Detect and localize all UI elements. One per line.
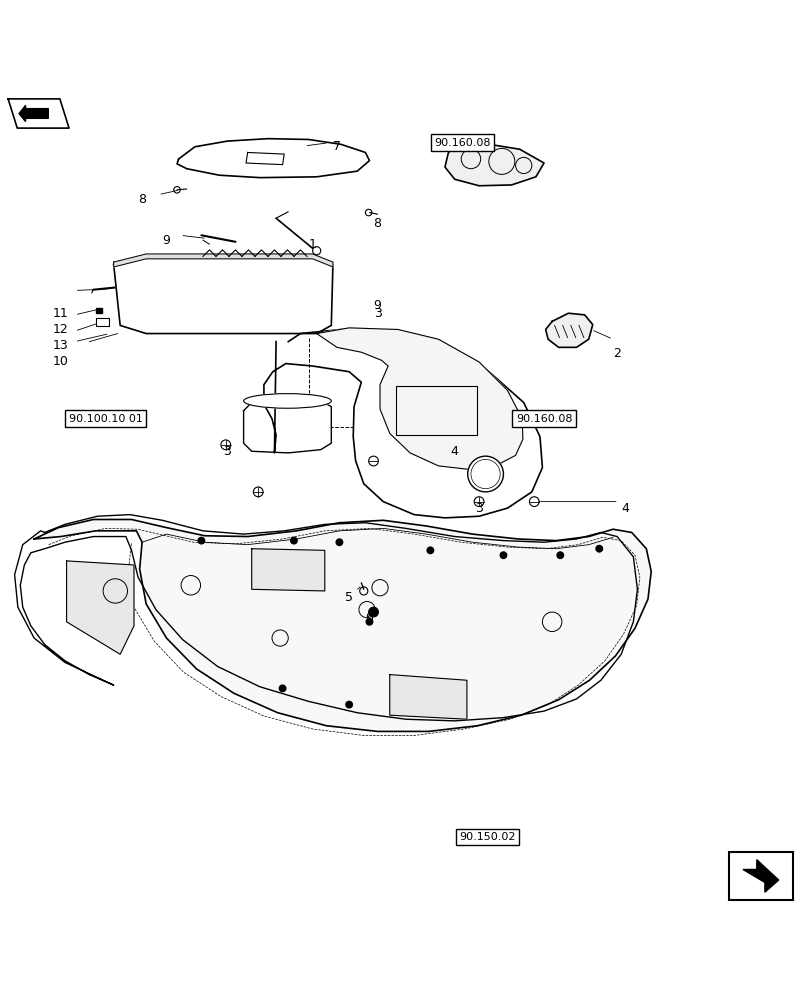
Text: 7: 7 bbox=[333, 140, 341, 153]
Text: 8: 8 bbox=[373, 217, 381, 230]
Bar bbox=[396, 386, 477, 435]
Text: 8: 8 bbox=[138, 193, 146, 206]
Polygon shape bbox=[316, 328, 522, 469]
Circle shape bbox=[290, 537, 297, 544]
Polygon shape bbox=[389, 675, 466, 719]
Text: 10: 10 bbox=[53, 355, 69, 368]
Bar bbox=[96, 318, 109, 326]
Circle shape bbox=[595, 545, 602, 552]
Text: 90.150.02: 90.150.02 bbox=[458, 832, 515, 842]
Text: 12: 12 bbox=[53, 323, 69, 336]
Text: 1: 1 bbox=[308, 238, 316, 251]
Polygon shape bbox=[251, 549, 324, 591]
Text: 11: 11 bbox=[53, 307, 69, 320]
Polygon shape bbox=[19, 105, 48, 122]
Polygon shape bbox=[177, 139, 369, 178]
Polygon shape bbox=[243, 398, 331, 453]
Text: 5: 5 bbox=[345, 591, 353, 604]
Text: 9: 9 bbox=[373, 299, 381, 312]
Text: 90.160.08: 90.160.08 bbox=[515, 414, 572, 424]
Circle shape bbox=[198, 537, 204, 544]
Polygon shape bbox=[15, 515, 637, 721]
Text: 3: 3 bbox=[223, 445, 231, 458]
Circle shape bbox=[279, 685, 285, 692]
Text: 13: 13 bbox=[53, 339, 69, 352]
Text: 4: 4 bbox=[620, 502, 629, 515]
Circle shape bbox=[366, 619, 372, 625]
Text: 3: 3 bbox=[373, 307, 381, 320]
Polygon shape bbox=[545, 313, 592, 347]
Circle shape bbox=[368, 607, 378, 617]
Circle shape bbox=[500, 552, 506, 558]
Ellipse shape bbox=[243, 394, 331, 408]
Text: 6: 6 bbox=[365, 611, 373, 624]
Text: 3: 3 bbox=[474, 502, 483, 515]
Polygon shape bbox=[8, 99, 69, 128]
Text: 2: 2 bbox=[612, 347, 620, 360]
Circle shape bbox=[427, 547, 433, 554]
Circle shape bbox=[556, 552, 563, 558]
Text: 4: 4 bbox=[450, 445, 458, 458]
Bar bbox=[728, 852, 792, 900]
Circle shape bbox=[336, 539, 342, 545]
Polygon shape bbox=[264, 329, 542, 518]
Text: 90.160.08: 90.160.08 bbox=[434, 138, 491, 148]
Circle shape bbox=[345, 701, 352, 708]
Polygon shape bbox=[114, 256, 333, 334]
Polygon shape bbox=[96, 308, 102, 313]
Polygon shape bbox=[67, 561, 134, 654]
Circle shape bbox=[467, 456, 503, 492]
Polygon shape bbox=[742, 860, 778, 892]
Polygon shape bbox=[114, 254, 333, 267]
Text: 9: 9 bbox=[162, 234, 170, 247]
Polygon shape bbox=[444, 143, 543, 186]
Polygon shape bbox=[34, 519, 650, 731]
Text: 90.100.10 01: 90.100.10 01 bbox=[69, 414, 142, 424]
